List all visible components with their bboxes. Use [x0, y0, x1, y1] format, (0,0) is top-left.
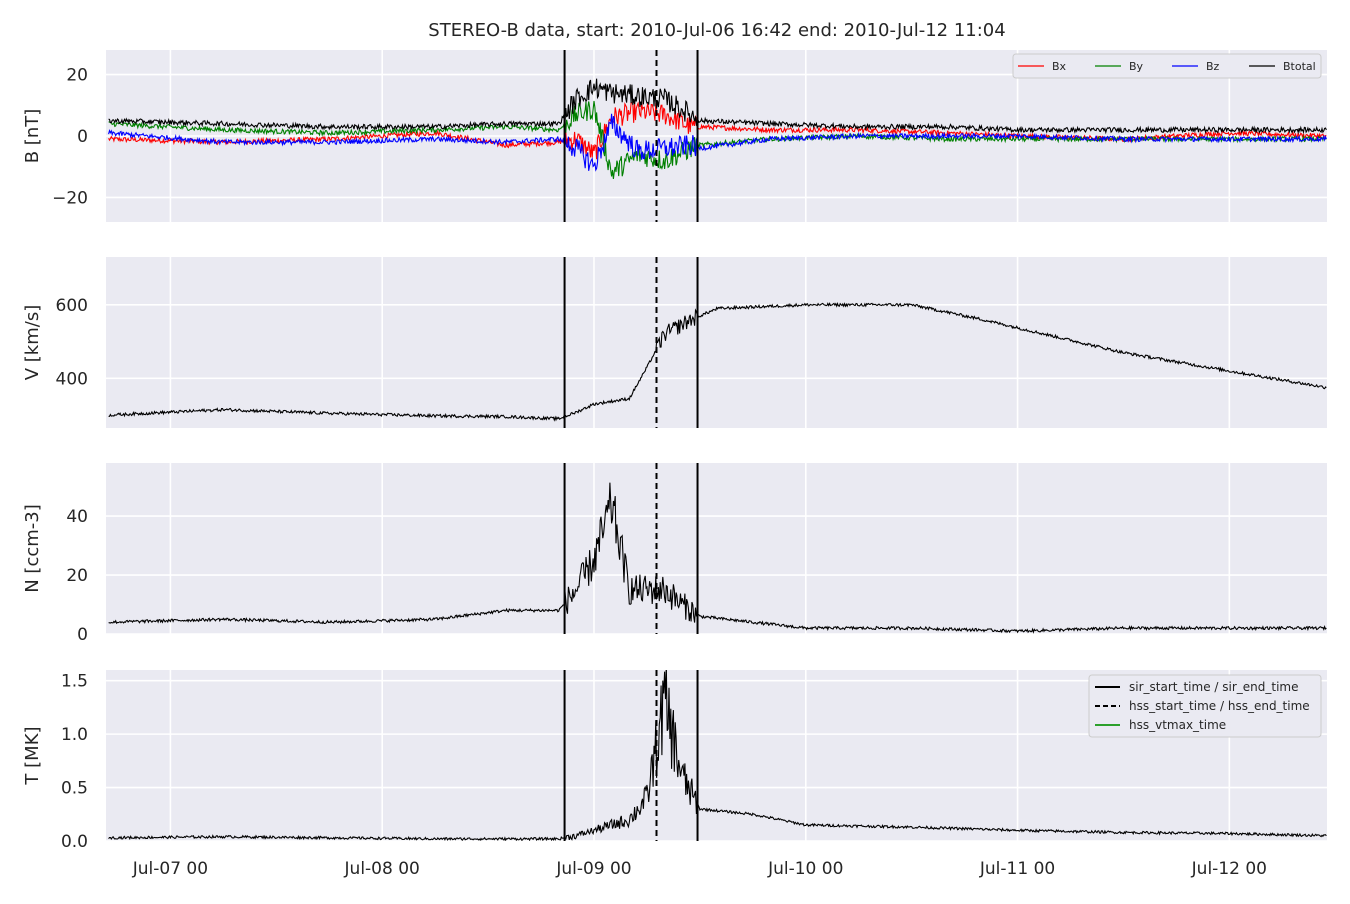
legend-label-By: By: [1129, 60, 1144, 73]
ytick-label-T: 0.0: [61, 832, 88, 852]
xtick-label: Jul-12 00: [1191, 859, 1267, 879]
legend-B: Bx By Bz Btotal: [1012, 53, 1322, 79]
chart-title: STEREO-B data, start: 2010-Jul-06 16:42 …: [428, 20, 1005, 41]
ytick-label-B: 20: [66, 66, 88, 86]
legend-label-T-0: sir_start_time / sir_end_time: [1129, 680, 1299, 694]
ytick-label-V: 600: [56, 296, 88, 316]
legend-label-T-1: hss_start_time / hss_end_time: [1129, 699, 1310, 713]
xtick-label: Jul-10 00: [767, 859, 843, 879]
series-group-N: [108, 482, 1327, 634]
ytick-label-N: 40: [66, 507, 88, 527]
legend-box-B: [1012, 53, 1322, 79]
series-group-B: [108, 78, 1327, 179]
panel-T: 0.0 0.5 1.0 1.5 T [MK] sir_start_time / sir_e…: [22, 670, 1327, 852]
xtick-label: Jul-08 00: [344, 859, 420, 879]
series-group-T: [108, 670, 1327, 841]
legend-label-T-2: hss_vtmax_time: [1129, 718, 1226, 732]
ytick-label-T: 0.5: [61, 779, 88, 799]
panel-N: 0 20 40 N [ccm-3]: [22, 463, 1327, 645]
series-line-V-0: [108, 302, 1327, 422]
legend-label-Bx: Bx: [1052, 60, 1067, 73]
series-line-T-0: [108, 670, 1327, 841]
ytick-label-N: 20: [66, 566, 88, 586]
series-line-B-Bz: [108, 113, 1327, 172]
series-line-B-Btotal: [108, 78, 1327, 135]
ylabel-N: N [ccm-3]: [22, 504, 43, 593]
xtick-label: Jul-09 00: [555, 859, 631, 879]
legend-label-Bz: Bz: [1206, 60, 1220, 73]
ytick-label-B: 0: [77, 127, 88, 147]
ytick-label-N: 0: [77, 625, 88, 645]
ytick-label-T: 1.0: [61, 725, 88, 745]
panels-group: −20 0 20 B [nT] Bx By Bz Btotal 400 600 V [km/s] 0 2…: [22, 50, 1327, 879]
xtick-label: Jul-07 00: [132, 859, 208, 879]
ylabel-T: T [MK]: [22, 726, 43, 785]
panel-V: 400 600 V [km/s]: [22, 257, 1327, 428]
panel-B: −20 0 20 B [nT] Bx By Bz Btotal: [22, 50, 1327, 222]
plot-area-V: [106, 257, 1327, 428]
legend-label-Btotal: Btotal: [1283, 60, 1316, 73]
plot-area-N: [106, 463, 1327, 634]
series-line-N-0: [108, 482, 1327, 634]
ylabel-B: B [nT]: [22, 109, 43, 164]
ytick-label-T: 1.5: [61, 672, 88, 692]
ytick-label-B: −20: [52, 188, 88, 208]
legend-T: sir_start_time / sir_end_time hss_start_t…: [1088, 674, 1322, 738]
xtick-label: Jul-11 00: [979, 859, 1055, 879]
series-group-V: [108, 302, 1327, 422]
ylabel-V: V [km/s]: [22, 305, 43, 380]
ytick-label-V: 400: [56, 369, 88, 389]
legend-box-T: [1088, 674, 1322, 738]
